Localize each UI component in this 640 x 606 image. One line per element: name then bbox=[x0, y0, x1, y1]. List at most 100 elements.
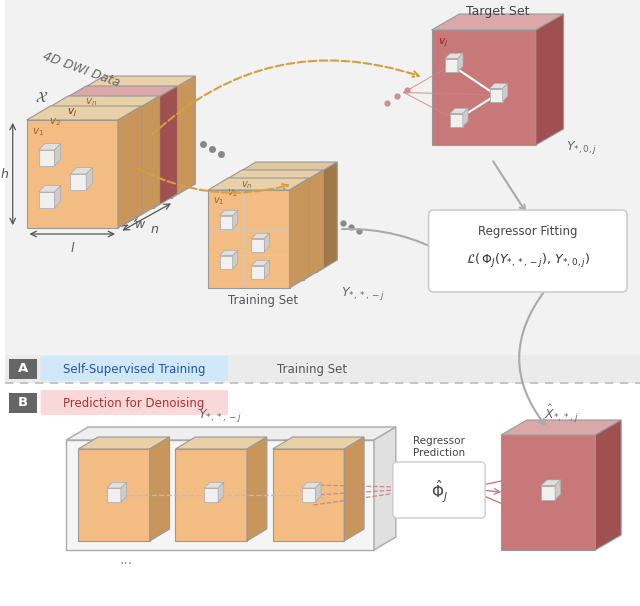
Text: $v_n$: $v_n$ bbox=[241, 179, 253, 191]
Text: Target Set: Target Set bbox=[466, 5, 529, 18]
Polygon shape bbox=[290, 178, 310, 288]
Polygon shape bbox=[220, 256, 232, 268]
Text: $Y_{*, *, -j}$: $Y_{*, *, -j}$ bbox=[198, 407, 242, 424]
Polygon shape bbox=[175, 449, 247, 541]
Polygon shape bbox=[78, 437, 170, 449]
Polygon shape bbox=[222, 182, 303, 280]
Bar bbox=[4, 0, 640, 395]
Polygon shape bbox=[27, 106, 141, 120]
Polygon shape bbox=[67, 427, 396, 440]
Text: h: h bbox=[1, 167, 9, 181]
Text: $\hat{X}_{*, *, j}$: $\hat{X}_{*, *, j}$ bbox=[544, 403, 579, 425]
Polygon shape bbox=[136, 96, 159, 218]
Polygon shape bbox=[445, 53, 463, 59]
Polygon shape bbox=[252, 239, 264, 251]
Text: w: w bbox=[135, 218, 145, 230]
Bar bbox=[9, 393, 36, 413]
Text: Regressor Fitting: Regressor Fitting bbox=[478, 224, 577, 238]
Polygon shape bbox=[450, 108, 468, 113]
Polygon shape bbox=[316, 482, 321, 502]
Polygon shape bbox=[86, 168, 93, 190]
Polygon shape bbox=[252, 233, 269, 239]
Polygon shape bbox=[38, 192, 54, 208]
Polygon shape bbox=[463, 108, 468, 127]
Polygon shape bbox=[208, 178, 310, 190]
Polygon shape bbox=[232, 210, 237, 228]
Text: $v_2$: $v_2$ bbox=[49, 116, 61, 128]
Text: $\hat{\Phi}_J$: $\hat{\Phi}_J$ bbox=[431, 479, 447, 505]
Text: $v_n$: $v_n$ bbox=[85, 96, 97, 108]
FancyBboxPatch shape bbox=[40, 356, 228, 381]
Polygon shape bbox=[301, 482, 321, 488]
Text: $v_2$: $v_2$ bbox=[227, 187, 239, 199]
Polygon shape bbox=[458, 53, 463, 72]
Polygon shape bbox=[555, 480, 561, 499]
Polygon shape bbox=[273, 437, 364, 449]
Polygon shape bbox=[247, 437, 267, 541]
Polygon shape bbox=[218, 482, 224, 502]
Polygon shape bbox=[232, 250, 237, 268]
Polygon shape bbox=[236, 162, 337, 174]
Polygon shape bbox=[67, 440, 374, 550]
Polygon shape bbox=[80, 76, 195, 90]
Text: Regressor
Prediction: Regressor Prediction bbox=[413, 436, 465, 458]
FancyBboxPatch shape bbox=[393, 462, 485, 518]
Polygon shape bbox=[38, 150, 54, 166]
Polygon shape bbox=[62, 100, 154, 208]
Polygon shape bbox=[536, 14, 564, 145]
Polygon shape bbox=[70, 174, 86, 190]
Polygon shape bbox=[273, 449, 344, 541]
Polygon shape bbox=[208, 190, 290, 288]
Polygon shape bbox=[78, 449, 150, 541]
Polygon shape bbox=[204, 488, 218, 502]
Polygon shape bbox=[54, 144, 61, 166]
FancyBboxPatch shape bbox=[40, 390, 228, 415]
Polygon shape bbox=[317, 162, 337, 272]
Text: B: B bbox=[17, 396, 28, 410]
Polygon shape bbox=[204, 482, 224, 488]
Polygon shape bbox=[502, 83, 508, 101]
Polygon shape bbox=[431, 30, 536, 145]
Polygon shape bbox=[450, 113, 463, 127]
Polygon shape bbox=[220, 216, 232, 228]
Text: n: n bbox=[150, 223, 159, 236]
Polygon shape bbox=[107, 482, 127, 488]
Polygon shape bbox=[54, 185, 61, 208]
Polygon shape bbox=[118, 106, 141, 228]
Polygon shape bbox=[501, 435, 595, 550]
FancyBboxPatch shape bbox=[429, 210, 627, 292]
Text: $Y_{*, *, -j}$: $Y_{*, *, -j}$ bbox=[341, 285, 385, 302]
Polygon shape bbox=[264, 233, 269, 251]
Bar bbox=[4, 383, 640, 423]
Text: $\mathcal{L}(\,\Phi_J(Y_{*,*,-j}),\,Y_{*,0,j})$: $\mathcal{L}(\,\Phi_J(Y_{*,*,-j}),\,Y_{*… bbox=[466, 252, 590, 270]
Polygon shape bbox=[490, 83, 508, 88]
Polygon shape bbox=[344, 437, 364, 541]
Text: $Y_{*, 0, j}$: $Y_{*, 0, j}$ bbox=[566, 139, 596, 156]
Polygon shape bbox=[121, 482, 127, 502]
Polygon shape bbox=[44, 96, 159, 110]
Polygon shape bbox=[303, 170, 323, 280]
Text: $v_j$: $v_j$ bbox=[67, 107, 77, 119]
Polygon shape bbox=[236, 174, 317, 272]
Text: $v_j$: $v_j$ bbox=[438, 36, 447, 49]
Text: Training Set: Training Set bbox=[228, 294, 298, 307]
Polygon shape bbox=[175, 437, 267, 449]
Polygon shape bbox=[38, 144, 61, 150]
Polygon shape bbox=[154, 86, 177, 208]
Text: $v_1$: $v_1$ bbox=[31, 126, 44, 138]
Polygon shape bbox=[220, 250, 237, 256]
Polygon shape bbox=[27, 120, 118, 228]
Text: Self-Supervised Training: Self-Supervised Training bbox=[63, 362, 205, 376]
Polygon shape bbox=[301, 488, 316, 502]
Text: $\mathcal{X}$: $\mathcal{X}$ bbox=[35, 90, 48, 105]
Text: A: A bbox=[17, 362, 28, 376]
Polygon shape bbox=[595, 420, 621, 550]
Polygon shape bbox=[220, 210, 237, 216]
Text: Prediction for Denoising: Prediction for Denoising bbox=[63, 396, 205, 410]
Text: l: l bbox=[70, 242, 74, 255]
Polygon shape bbox=[172, 76, 195, 198]
Polygon shape bbox=[62, 86, 177, 100]
Polygon shape bbox=[44, 110, 136, 218]
Polygon shape bbox=[222, 170, 323, 182]
Text: Training Set: Training Set bbox=[277, 362, 348, 376]
